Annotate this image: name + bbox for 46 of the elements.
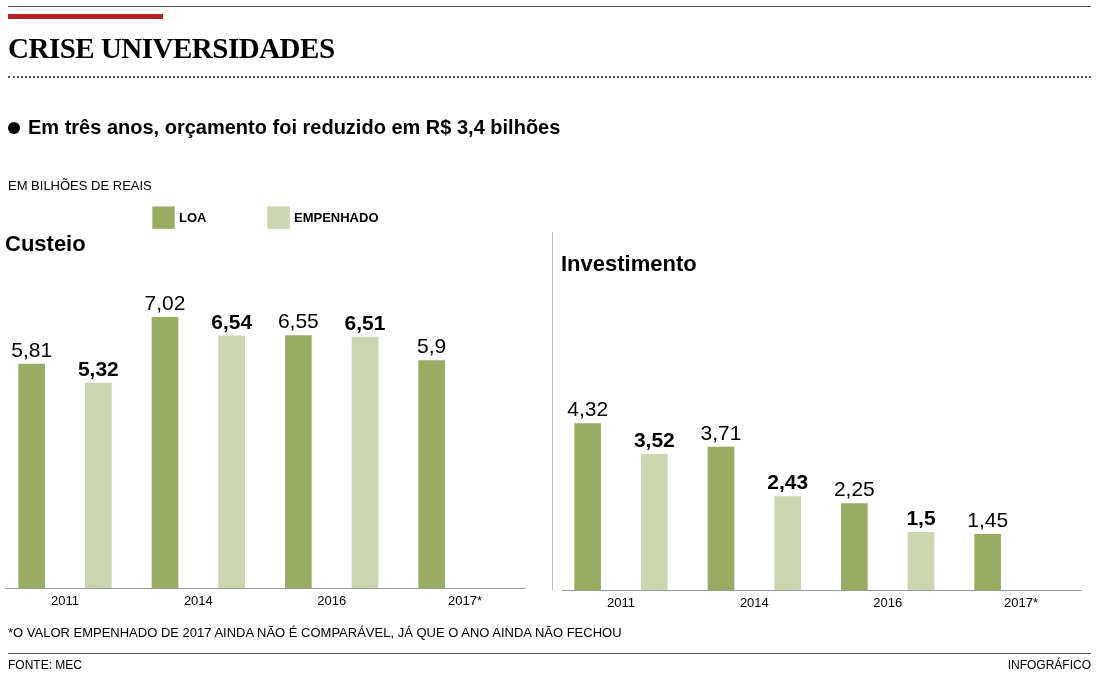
bar — [774, 496, 801, 590]
data-label: 6,55 — [277, 309, 319, 333]
chart-title: Investimento — [561, 251, 697, 276]
x-tick-label: 2014 — [183, 592, 213, 608]
x-tick-label: 2016 — [317, 592, 347, 608]
data-label: 2,25 — [833, 477, 875, 501]
bar — [151, 317, 179, 588]
data-label: 6,54 — [211, 309, 253, 333]
data-label: 3,52 — [633, 428, 675, 452]
text: CRISE UNIVERSIDADES — [8, 32, 335, 65]
data-label: 4,32 — [567, 397, 609, 421]
bar — [218, 335, 245, 588]
bar — [574, 423, 601, 590]
text: Em três anos, orçamento foi reduzido em R$ 3,4 bilhões — [28, 116, 561, 139]
x-tick-label: 2017* — [448, 592, 482, 608]
x-tick-label: 2017* — [1004, 594, 1038, 610]
legend-label: EMPENHADO — [294, 209, 379, 225]
data-label: 2,43 — [767, 470, 809, 494]
bar — [285, 335, 312, 588]
legend-label: LOA — [179, 209, 208, 225]
x-tick-label: 2011 — [51, 592, 79, 608]
text: *O VALOR EMPENHADO DE 2017 AINDA NÃO É COMPARÁVEL, JÁ QUE O ANO AINDA NÃO FECHOU — [8, 625, 622, 640]
bar — [641, 454, 668, 590]
bar — [907, 532, 935, 590]
data-label: 5,81 — [11, 337, 53, 361]
x-tick-label: 2014 — [739, 594, 769, 610]
data-label: 1,45 — [967, 508, 1009, 532]
bar — [841, 503, 868, 590]
x-tick-label: 2011 — [607, 594, 635, 610]
x-tick-label: 2016 — [873, 594, 903, 610]
data-label: 7,02 — [144, 291, 186, 314]
bar — [707, 446, 735, 590]
bar — [351, 336, 379, 588]
data-label: 3,71 — [700, 420, 742, 444]
text: EM BILHÕES DE REAIS — [8, 178, 152, 193]
bar — [18, 363, 45, 588]
bar — [418, 360, 445, 588]
bar — [85, 382, 112, 588]
bar — [974, 534, 1001, 590]
data-label: 1,5 — [906, 506, 936, 530]
data-label: 5,9 — [417, 334, 447, 358]
source-note: FONTE: MEC — [8, 658, 82, 672]
data-label: 6,51 — [344, 310, 386, 334]
chart-title: Custeio — [5, 231, 86, 256]
data-label: 5,32 — [77, 356, 119, 380]
text: INFOGRÁFICO — [1007, 658, 1091, 672]
